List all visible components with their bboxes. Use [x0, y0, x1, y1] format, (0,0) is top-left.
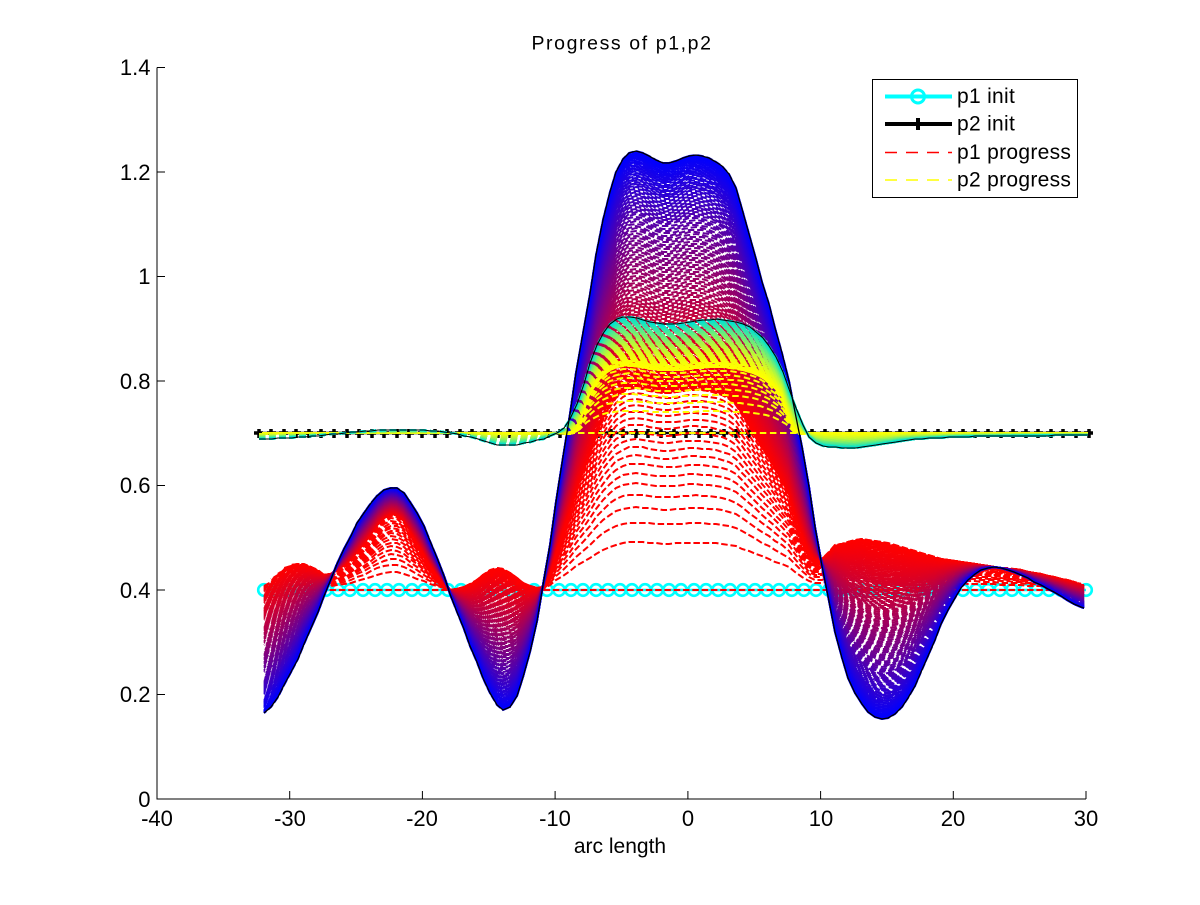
svg-text:20: 20 — [941, 806, 965, 831]
svg-text:0: 0 — [138, 787, 150, 812]
svg-text:p2 init: p2 init — [957, 113, 1015, 136]
svg-text:-10: -10 — [539, 806, 571, 831]
svg-text:p1 init: p1 init — [957, 85, 1015, 108]
svg-text:1.2: 1.2 — [120, 160, 151, 185]
svg-text:1: 1 — [138, 264, 150, 289]
svg-text:arc length: arc length — [574, 835, 666, 858]
svg-text:p2 progress: p2 progress — [957, 169, 1071, 192]
svg-text:30: 30 — [1074, 806, 1098, 831]
svg-text:1.4: 1.4 — [120, 55, 151, 80]
svg-text:0.2: 0.2 — [120, 682, 151, 707]
svg-text:Progress of p1,p2: Progress of p1,p2 — [531, 33, 712, 55]
svg-text:-40: -40 — [141, 806, 173, 831]
svg-text:0.8: 0.8 — [120, 369, 151, 394]
svg-text:-30: -30 — [274, 806, 306, 831]
svg-text:0: 0 — [682, 806, 694, 831]
svg-text:0.6: 0.6 — [120, 473, 151, 498]
svg-text:p1 progress: p1 progress — [957, 141, 1071, 164]
svg-text:-20: -20 — [406, 806, 438, 831]
svg-text:10: 10 — [809, 806, 833, 831]
svg-text:0.4: 0.4 — [120, 578, 151, 603]
